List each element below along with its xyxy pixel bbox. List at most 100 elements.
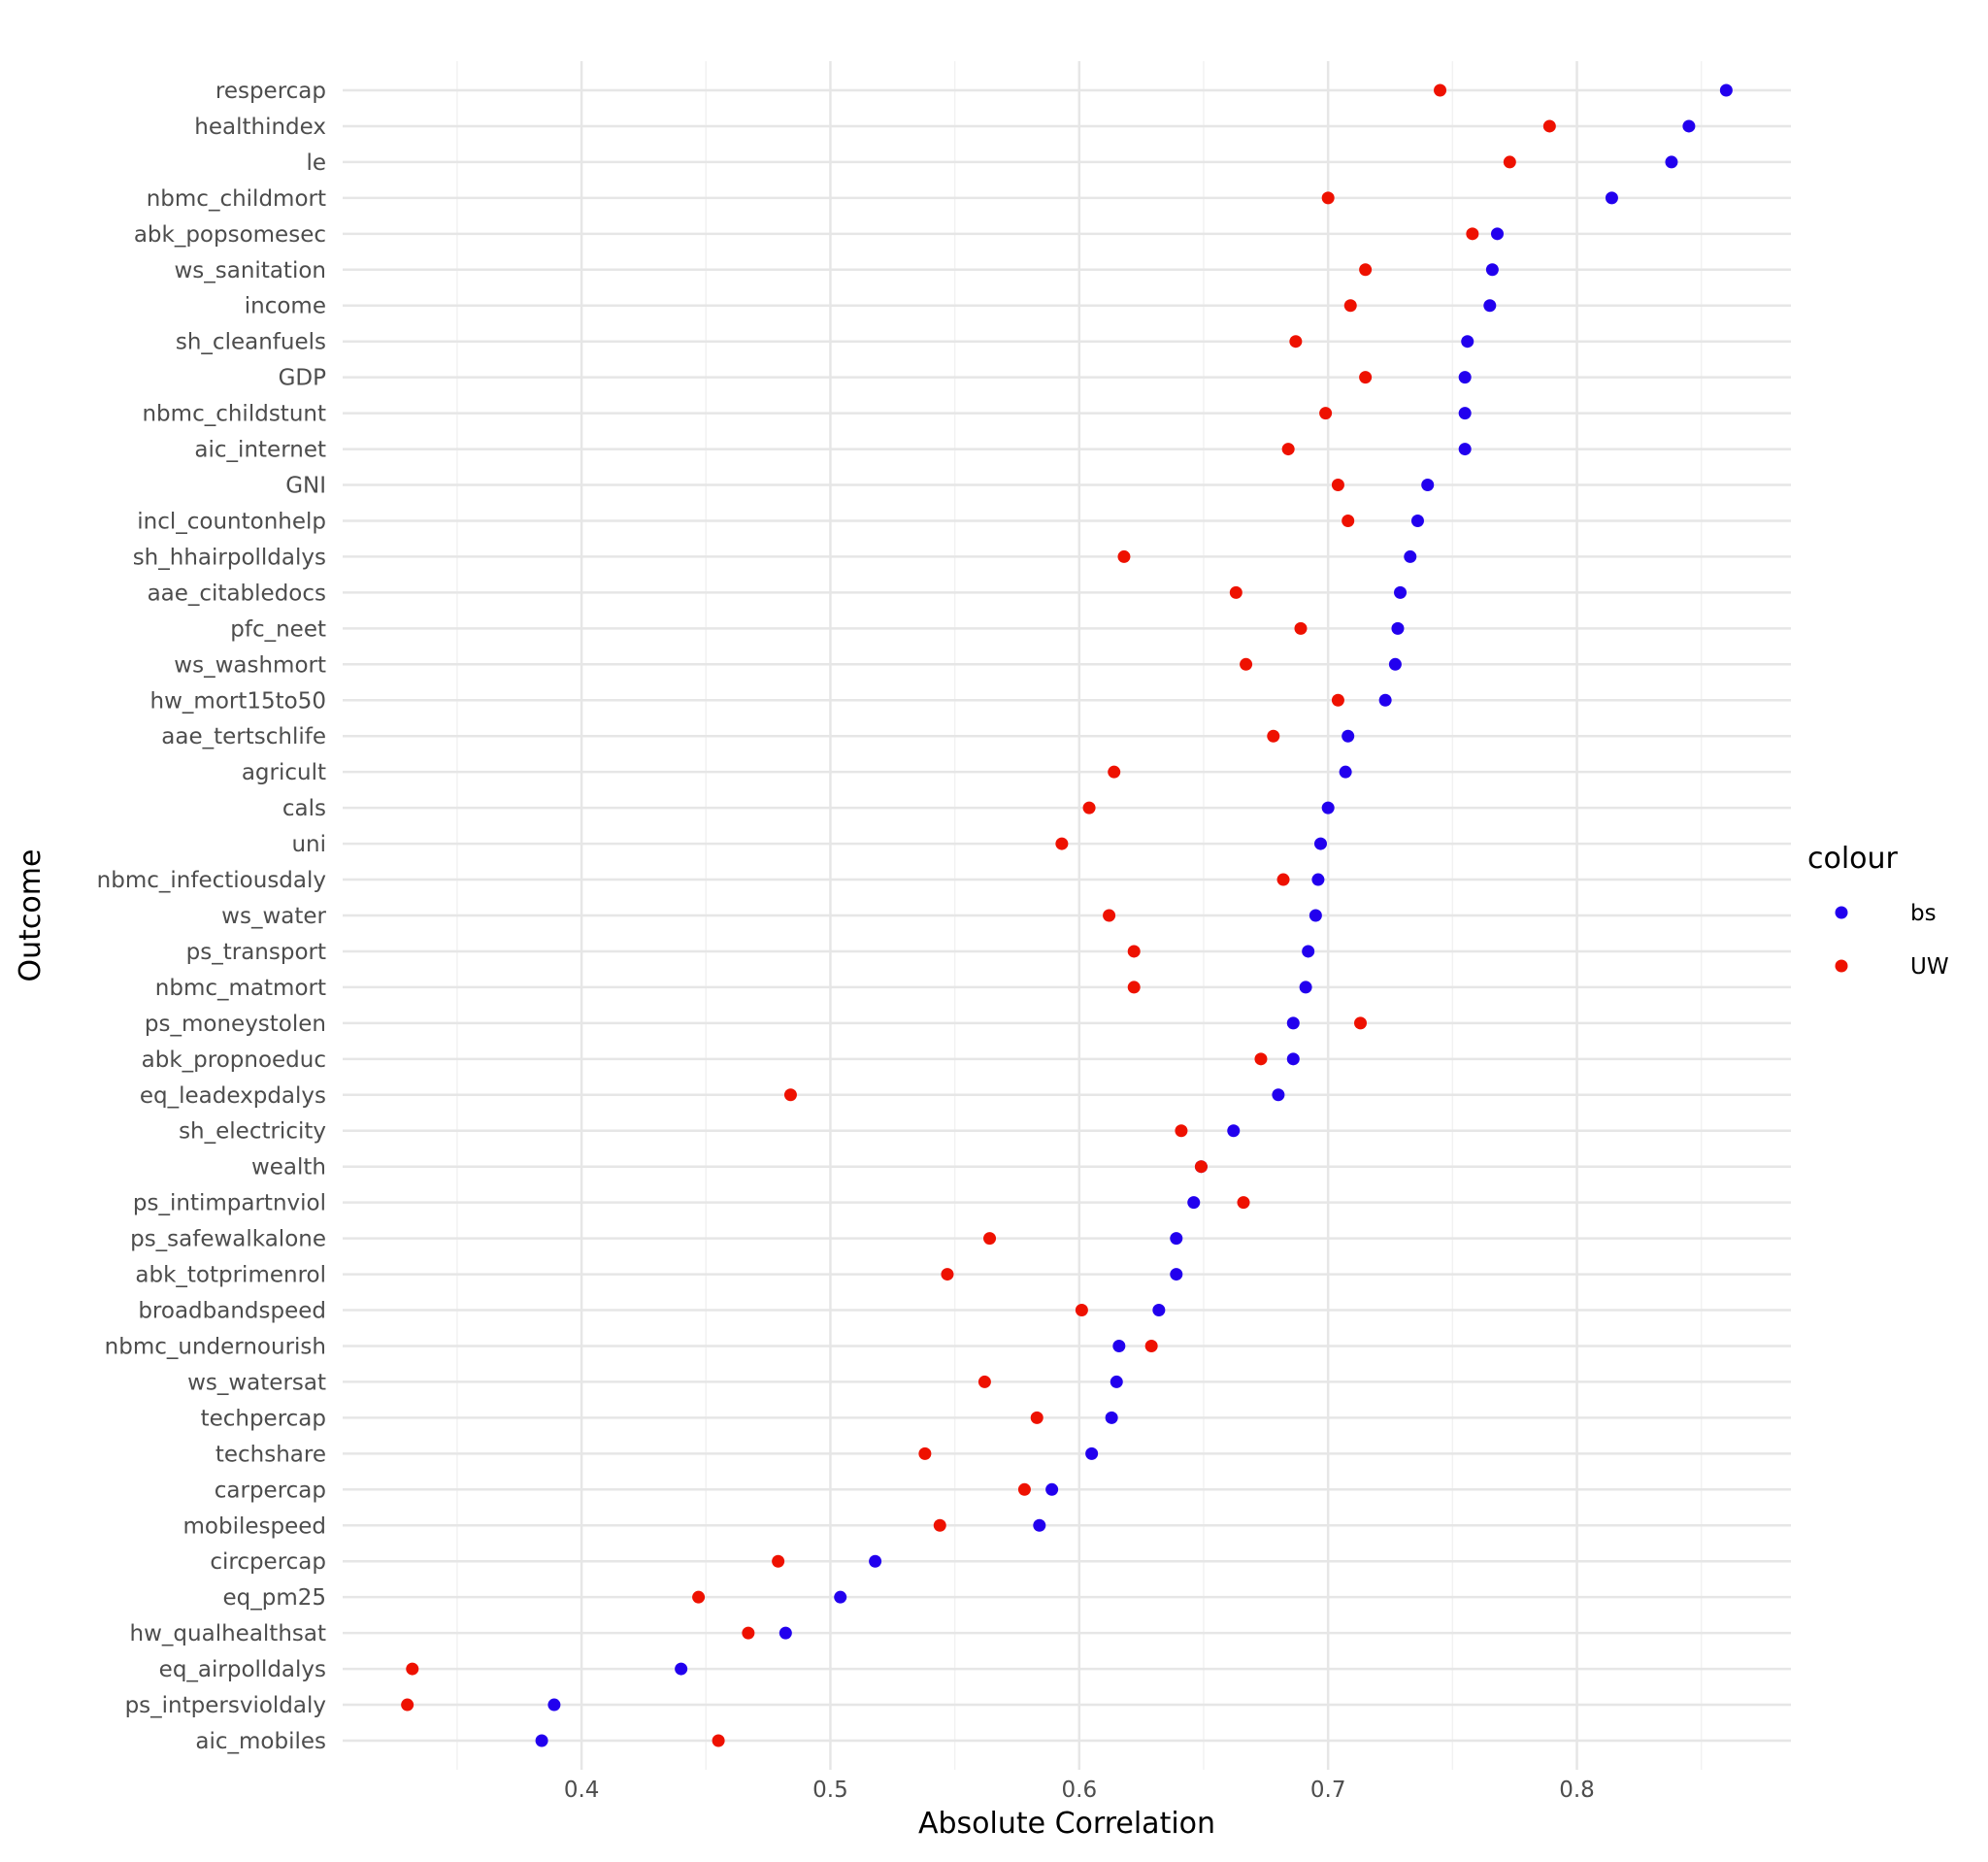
point-bs xyxy=(1458,443,1472,456)
point-uw xyxy=(1254,1052,1268,1066)
y-tick-label: abk_totprimenrol xyxy=(135,1263,326,1288)
point-bs xyxy=(1227,1124,1241,1138)
point-uw xyxy=(1108,765,1121,779)
point-bs xyxy=(535,1734,548,1747)
y-tick-label: nbmc_childstunt xyxy=(142,402,326,427)
y-tick-label: pfc_neet xyxy=(230,616,326,642)
point-bs xyxy=(1410,514,1424,527)
point-uw xyxy=(1127,945,1141,958)
point-uw xyxy=(1542,119,1556,133)
point-bs xyxy=(1286,1016,1300,1030)
point-bs xyxy=(1309,909,1322,922)
point-uw xyxy=(742,1626,755,1640)
point-uw xyxy=(1289,335,1303,349)
point-bs xyxy=(1085,1446,1099,1460)
y-tick-label: techpercap xyxy=(201,1406,326,1431)
point-uw xyxy=(1276,873,1290,886)
point-bs xyxy=(1045,1482,1059,1496)
point-bs xyxy=(1187,1196,1201,1210)
x-tick-label: 0.8 xyxy=(1559,1778,1595,1803)
y-tick-label: ps_safewalkalone xyxy=(130,1227,326,1252)
y-tick-label: carpercap xyxy=(215,1478,326,1503)
point-bs xyxy=(1665,155,1678,169)
point-uw xyxy=(1319,407,1333,420)
point-bs xyxy=(1490,227,1504,241)
x-axis-title: Absolute Correlation xyxy=(918,1807,1215,1841)
y-tick-label: uni xyxy=(291,832,326,857)
y-tick-label: aae_citabledocs xyxy=(148,581,326,606)
y-tick-label: circpercap xyxy=(210,1549,326,1575)
point-uw xyxy=(1175,1124,1188,1138)
point-uw xyxy=(933,1518,946,1532)
y-tick-label: wealth xyxy=(251,1155,326,1180)
legend-key-bs xyxy=(1835,906,1848,919)
point-uw xyxy=(1354,1016,1368,1030)
y-tick-label: broadbandspeed xyxy=(138,1299,326,1324)
point-uw xyxy=(1342,514,1355,527)
grid xyxy=(343,61,1791,1770)
point-uw xyxy=(1127,981,1141,994)
y-tick-label: aic_internet xyxy=(194,438,326,463)
point-bs xyxy=(1110,1375,1123,1388)
y-tick-label: nbmc_undernourish xyxy=(105,1334,326,1359)
point-uw xyxy=(783,1088,797,1102)
point-uw xyxy=(1331,693,1344,707)
point-bs xyxy=(1170,1232,1183,1246)
y-tick-label: le xyxy=(306,150,326,176)
y-tick-label: sh_electricity xyxy=(179,1119,326,1145)
points xyxy=(401,83,1733,1747)
point-uw xyxy=(1503,155,1516,169)
point-bs xyxy=(1272,1088,1285,1102)
legend-label-bs: bs xyxy=(1910,901,1937,926)
y-tick-label: techshare xyxy=(215,1442,326,1467)
x-tick-label: 0.5 xyxy=(812,1778,848,1803)
y-tick-label: nbmc_childmort xyxy=(147,186,326,212)
point-bs xyxy=(1391,621,1405,635)
point-uw xyxy=(1359,371,1373,384)
y-tick-label: agricult xyxy=(242,760,326,785)
point-bs xyxy=(1404,549,1417,563)
point-uw xyxy=(1103,909,1116,922)
point-bs xyxy=(1170,1268,1183,1281)
point-bs xyxy=(1605,191,1618,205)
point-uw xyxy=(406,1662,419,1676)
y-tick-label: eq_pm25 xyxy=(222,1585,326,1611)
point-uw xyxy=(1466,227,1479,241)
point-bs xyxy=(1388,657,1402,671)
y-axis-title: Outcome xyxy=(14,849,48,982)
point-bs xyxy=(1299,981,1312,994)
point-bs xyxy=(1342,729,1355,743)
point-bs xyxy=(1458,371,1472,384)
y-tick-label: ps_intimpartnviol xyxy=(133,1191,326,1216)
legend: colour bs UW xyxy=(1807,842,1949,980)
y-tick-label: nbmc_matmort xyxy=(155,976,326,1001)
point-uw xyxy=(1082,801,1096,815)
point-uw xyxy=(1017,1482,1031,1496)
y-tick-label: mobilespeed xyxy=(183,1513,327,1539)
point-bs xyxy=(547,1698,561,1712)
point-bs xyxy=(1458,407,1472,420)
point-bs xyxy=(1378,693,1392,707)
y-tick-label: nbmc_infectiousdaly xyxy=(97,868,326,893)
y-tick-label: incl_countonhelp xyxy=(137,509,326,534)
point-bs xyxy=(869,1554,882,1568)
point-bs xyxy=(1286,1052,1300,1066)
y-tick-label: hw_mort15to50 xyxy=(150,688,326,714)
point-bs xyxy=(1321,801,1335,815)
point-bs xyxy=(1719,83,1733,97)
point-uw xyxy=(772,1554,785,1568)
y-tick-label: eq_leadexpdalys xyxy=(140,1083,326,1109)
point-uw xyxy=(1281,443,1295,456)
point-uw xyxy=(1229,585,1242,599)
point-uw xyxy=(712,1734,725,1747)
y-tick-label: ws_washmort xyxy=(174,652,326,678)
point-uw xyxy=(1321,191,1335,205)
y-tick-label: abk_popsomesec xyxy=(134,222,326,248)
legend-key-uw xyxy=(1835,959,1848,973)
legend-label-uw: UW xyxy=(1910,954,1949,980)
point-uw xyxy=(1117,549,1131,563)
point-uw xyxy=(918,1446,932,1460)
point-uw xyxy=(1075,1304,1088,1317)
point-uw xyxy=(977,1375,991,1388)
